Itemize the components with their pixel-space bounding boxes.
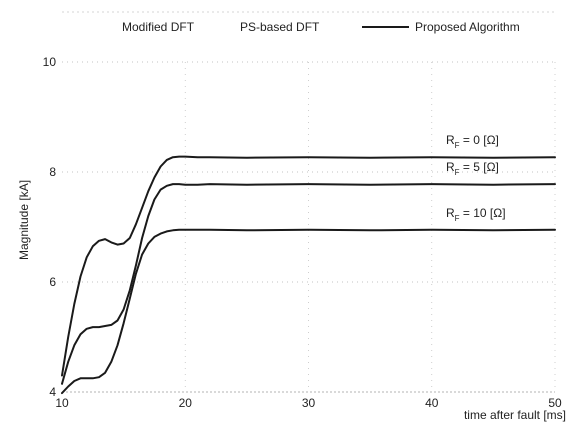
x-axis-label: time after fault [ms]: [464, 408, 566, 422]
series: [61, 155, 556, 395]
x-tick-label-40: 40: [425, 396, 439, 410]
axes: 4 6 8 10 10 20 30 40 50: [43, 55, 562, 410]
legend: Modified DFT PS-based DFT Proposed Algor…: [122, 20, 520, 34]
series-line-2: [61, 228, 556, 395]
y-tick-label-6: 6: [49, 275, 56, 289]
y-tick-label-8: 8: [49, 165, 56, 179]
y-tick-label-10: 10: [43, 55, 57, 69]
y-tick-label-4: 4: [49, 385, 56, 399]
x-tick-label-10: 10: [55, 396, 69, 410]
legend-label-modified-dft: Modified DFT: [122, 20, 195, 34]
curve-label-1: RF = 5 [Ω]: [446, 160, 499, 177]
curve-label-0: RF = 0 [Ω]: [446, 133, 499, 150]
x-tick-label-30: 30: [302, 396, 316, 410]
series-line-0: [61, 155, 556, 377]
grid: [62, 11, 556, 392]
legend-label-ps-based-dft: PS-based DFT: [240, 20, 320, 34]
curve-labels: RF = 0 [Ω] RF = 5 [Ω] RF = 10 [Ω]: [446, 133, 506, 223]
y-axis-label: Magnitude [kA]: [17, 180, 31, 260]
legend-label-proposed-algorithm: Proposed Algorithm: [415, 20, 520, 34]
curve-label-2: RF = 10 [Ω]: [446, 206, 506, 223]
series-line-1: [61, 183, 556, 385]
x-tick-label-50: 50: [548, 396, 562, 410]
x-tick-label-20: 20: [179, 396, 193, 410]
